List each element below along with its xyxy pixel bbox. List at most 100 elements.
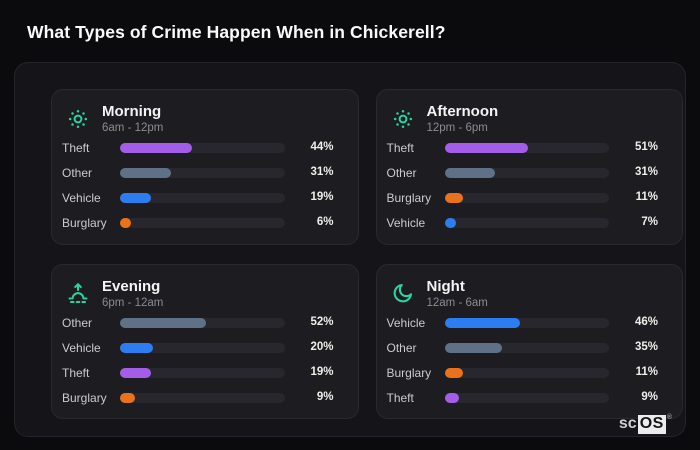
crime-type-label: Theft xyxy=(386,390,414,405)
crime-percent-value: 44% xyxy=(310,141,334,154)
card-header: Afternoon 12pm - 6pm xyxy=(387,103,659,134)
crime-type-label: Vehicle xyxy=(386,216,426,230)
crime-percent-value: 7% xyxy=(641,216,658,229)
bar-fill xyxy=(444,342,503,353)
bar-fill xyxy=(120,317,206,328)
bar-fill xyxy=(444,367,463,378)
card-subtitle: 12pm - 6pm xyxy=(426,122,488,135)
crime-percent-value: 31% xyxy=(310,166,334,179)
bar-track xyxy=(444,218,609,228)
card-subtitle: 6am - 12pm xyxy=(102,122,164,135)
bar-track xyxy=(444,143,609,153)
crime-type-label: Burglary xyxy=(386,365,432,380)
crime-stat-row: Theft 44% xyxy=(62,142,334,155)
crime-stat-row: Vehicle 19% xyxy=(62,192,334,205)
card-title: Night xyxy=(426,277,465,295)
crime-stats-list: Other 52% Vehicle 20% Theft 19% Burglary… xyxy=(62,309,334,406)
bar-fill xyxy=(444,143,529,153)
crime-stat-row: Burglary 11% xyxy=(387,192,659,205)
sunrise-icon xyxy=(66,281,90,305)
card-header: Morning 6am - 12pm xyxy=(62,103,334,134)
crime-stat-row: Burglary 9% xyxy=(62,391,334,404)
crime-type-label: Other xyxy=(386,340,417,355)
crime-percent-value: 31% xyxy=(634,166,658,179)
bar-fill xyxy=(444,193,463,203)
crime-type-label: Other xyxy=(62,315,93,330)
card-title: Afternoon xyxy=(426,103,499,120)
crime-stat-row: Vehicle 46% xyxy=(387,316,659,329)
crime-stat-row: Other 35% xyxy=(387,341,659,354)
crime-stat-row: Theft 9% xyxy=(387,391,659,404)
bar-track xyxy=(444,367,609,378)
bar-track xyxy=(444,342,609,353)
bar-fill xyxy=(444,392,460,403)
crime-stat-row: Theft 51% xyxy=(387,142,659,155)
brand-prefix: sc xyxy=(618,415,637,432)
card-heading: Evening 6pm - 12am xyxy=(102,278,163,309)
sun-icon xyxy=(66,107,90,131)
bar-fill xyxy=(120,218,131,228)
crime-type-label: Other xyxy=(386,166,417,180)
registered-mark: ® xyxy=(666,414,672,421)
brand-logo: sc OS ® xyxy=(618,414,672,434)
crime-type-label: Theft xyxy=(386,141,414,155)
card-morning: Morning 6am - 12pm Theft 44% Other 31% V… xyxy=(51,89,359,245)
bar-track xyxy=(120,193,285,203)
bar-fill xyxy=(444,317,521,328)
card-header: Night 12am - 6am xyxy=(387,278,659,309)
card-heading: Night 12am - 6am xyxy=(427,278,488,309)
crime-type-label: Burglary xyxy=(62,216,107,230)
crime-percent-value: 35% xyxy=(634,340,658,353)
moon-icon xyxy=(391,281,415,305)
card-title: Morning xyxy=(102,103,162,120)
crime-stats-list: Vehicle 46% Other 35% Burglary 11% Theft… xyxy=(387,309,659,406)
card-header: Evening 6pm - 12am xyxy=(62,278,334,309)
dashboard-panel: Morning 6am - 12pm Theft 44% Other 31% V… xyxy=(14,62,686,437)
crime-percent-value: 9% xyxy=(316,390,334,403)
card-subtitle: 6pm - 12am xyxy=(102,296,164,309)
crime-type-label: Vehicle xyxy=(62,340,101,355)
crime-percent-value: 6% xyxy=(316,216,334,229)
bar-track xyxy=(444,392,609,403)
bar-fill xyxy=(120,367,152,378)
card-evening: Evening 6pm - 12am Other 52% Vehicle 20%… xyxy=(51,263,359,419)
card-title: Evening xyxy=(102,277,161,295)
bar-fill xyxy=(120,392,135,403)
crime-type-label: Vehicle xyxy=(62,191,101,205)
card-subtitle: 12am - 6am xyxy=(426,296,488,309)
crime-type-label: Burglary xyxy=(62,390,107,405)
bar-track xyxy=(120,143,285,153)
crime-percent-value: 51% xyxy=(634,141,658,154)
crime-percent-value: 19% xyxy=(310,191,334,204)
crime-percent-value: 11% xyxy=(635,365,658,378)
bar-fill xyxy=(120,168,171,178)
crime-stat-row: Vehicle 20% xyxy=(62,341,334,354)
crime-stats-list: Theft 44% Other 31% Vehicle 19% Burglary… xyxy=(62,134,334,231)
crime-stat-row: Other 31% xyxy=(387,167,659,180)
page-title: What Types of Crime Happen When in Chick… xyxy=(27,22,446,42)
bar-fill xyxy=(120,193,152,203)
bar-track xyxy=(444,193,609,203)
crime-stats-list: Theft 51% Other 31% Burglary 11% Vehicle… xyxy=(387,134,659,231)
crime-stat-row: Other 52% xyxy=(62,316,334,329)
crime-stat-row: Burglary 11% xyxy=(387,366,659,379)
crime-percent-value: 46% xyxy=(634,315,658,328)
sun-icon xyxy=(391,107,415,131)
crime-type-label: Burglary xyxy=(386,191,432,205)
crime-stat-row: Theft 19% xyxy=(62,366,334,379)
bar-track xyxy=(120,392,285,403)
crime-percent-value: 20% xyxy=(310,340,334,353)
bar-track xyxy=(120,168,285,178)
card-heading: Morning 6am - 12pm xyxy=(102,103,163,134)
bar-fill xyxy=(444,218,456,228)
bar-track xyxy=(444,168,609,178)
crime-percent-value: 11% xyxy=(635,191,658,204)
bar-track xyxy=(120,317,285,328)
bar-track xyxy=(120,367,285,378)
bar-track xyxy=(444,317,609,328)
bar-fill xyxy=(444,168,496,178)
bar-track xyxy=(120,218,285,228)
crime-type-label: Vehicle xyxy=(386,315,426,330)
brand-box: OS xyxy=(637,415,666,434)
crime-type-label: Other xyxy=(62,166,93,180)
